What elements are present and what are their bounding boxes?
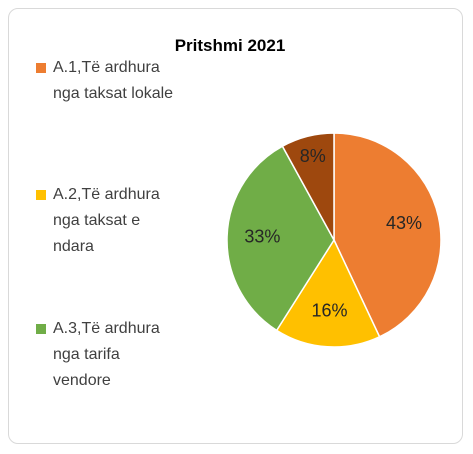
data-label: 43% xyxy=(386,213,422,233)
pie-slice xyxy=(275,238,381,348)
data-label: 8% xyxy=(300,146,326,166)
chart-frame xyxy=(8,8,463,444)
legend-label: A.3,Të ardhura nga tarifa vendore xyxy=(53,320,160,389)
legend-swatch xyxy=(36,190,46,200)
legend-label: A.2,Të ardhura nga taksat e ndara xyxy=(53,186,160,255)
data-label: 33% xyxy=(244,226,280,246)
legend-swatch xyxy=(36,63,46,73)
legend-label: A.1,Të ardhura nga taksat lokale xyxy=(53,59,174,102)
legend-swatch xyxy=(36,324,46,334)
pie-slice xyxy=(281,132,335,241)
data-label: 16% xyxy=(311,300,347,320)
chart-title: Pritshmi 2021 xyxy=(174,36,286,55)
pie-slice xyxy=(333,132,442,338)
